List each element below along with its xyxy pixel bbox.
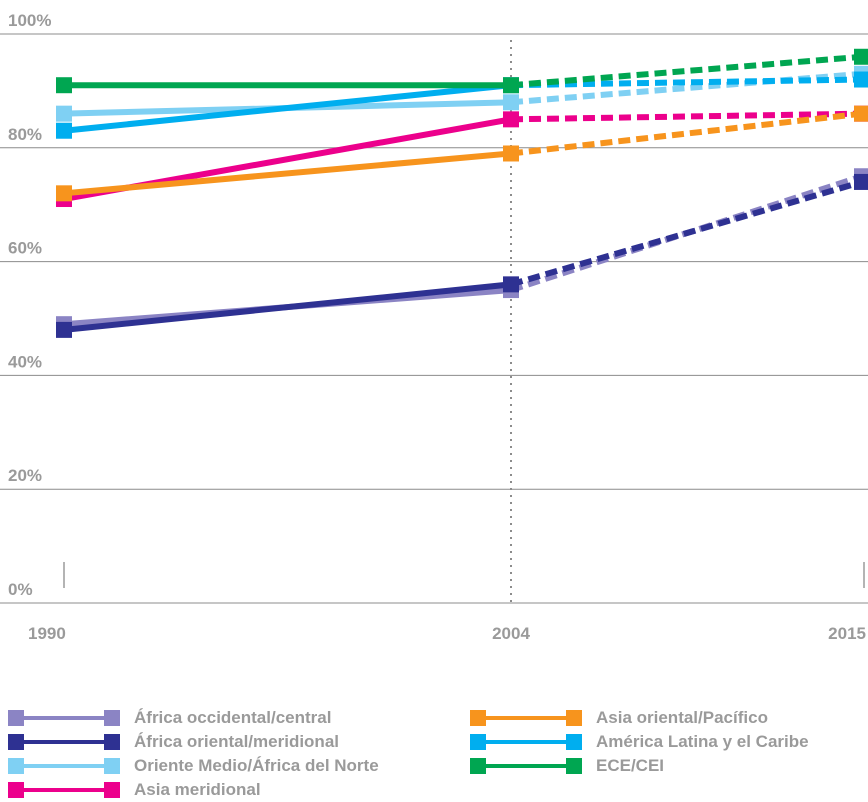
legend-swatch: [470, 709, 582, 727]
y-tick-label: 0%: [8, 580, 33, 599]
legend-swatch: [8, 709, 120, 727]
legend-label: África occidental/central: [134, 708, 332, 727]
y-tick-label: 100%: [8, 11, 51, 30]
y-tick-label: 20%: [8, 466, 42, 485]
data-point: [503, 77, 519, 94]
data-point: [56, 185, 72, 202]
data-point: [56, 77, 72, 94]
series-line-projected: [510, 179, 863, 288]
data-point: [503, 111, 519, 128]
data-point: [503, 276, 519, 293]
legend-item: Oriente Medio/África del Norte: [8, 754, 379, 778]
x-tick-label: 1990: [28, 624, 66, 643]
data-point: [854, 105, 868, 122]
data-point: [854, 48, 868, 65]
legend-label: América Latina y el Caribe: [596, 732, 809, 751]
y-tick-label: 40%: [8, 352, 42, 371]
y-axis-ticks: 0% 20% 40% 60% 80% 100%: [8, 11, 51, 599]
legend-item: África occidental/central: [8, 706, 331, 730]
legend-label: Asia meridional: [134, 780, 261, 799]
legend-label: ECE/CEI: [596, 756, 665, 775]
series-line-solid: [63, 281, 512, 333]
series-line-solid: [63, 82, 512, 134]
series-line-projected: [510, 110, 863, 123]
data-point: [56, 321, 72, 338]
data-point: [854, 71, 868, 88]
series-7: [56, 48, 868, 94]
x-tick-label: 2004: [492, 624, 530, 643]
legend-item: ECE/CEI: [470, 754, 664, 778]
series-5: [56, 105, 868, 202]
series-line-projected: [510, 76, 863, 89]
line-chart: 0% 20% 40% 60% 80% 100% 1990 2004 2015: [0, 11, 868, 643]
legend-label: Oriente Medio/África del Norte: [134, 756, 379, 775]
legend-label: África oriental/meridional: [134, 732, 339, 751]
series-lines: [56, 48, 868, 338]
legend: África occidental/central África oriental…: [8, 706, 868, 799]
series-2: [56, 173, 868, 338]
legend-swatch: [8, 781, 120, 799]
series-line-projected: [510, 110, 863, 157]
data-point: [503, 145, 519, 162]
data-point: [56, 122, 72, 139]
data-point: [854, 173, 868, 190]
y-tick-label: 60%: [8, 239, 42, 258]
x-tick-label: 2015: [828, 624, 866, 643]
series-1: [56, 168, 868, 333]
gridlines: [0, 33, 868, 604]
data-point: [503, 94, 519, 111]
legend-item: Asia oriental/Pacífico: [470, 706, 768, 730]
legend-item: América Latina y el Caribe: [470, 730, 809, 754]
series-line-projected: [510, 53, 863, 89]
series-line-solid: [63, 150, 512, 197]
legend-item: África oriental/meridional: [8, 730, 339, 754]
x-axis-ticks: 1990 2004 2015: [28, 624, 866, 643]
legend-item: Asia meridional: [8, 778, 261, 802]
legend-swatch: [470, 757, 582, 775]
legend-label: Asia oriental/Pacífico: [596, 708, 768, 727]
y-tick-label: 80%: [8, 125, 42, 144]
legend-swatch: [470, 733, 582, 751]
legend-swatch: [8, 757, 120, 775]
data-point: [56, 105, 72, 122]
legend-swatch: [8, 733, 120, 751]
